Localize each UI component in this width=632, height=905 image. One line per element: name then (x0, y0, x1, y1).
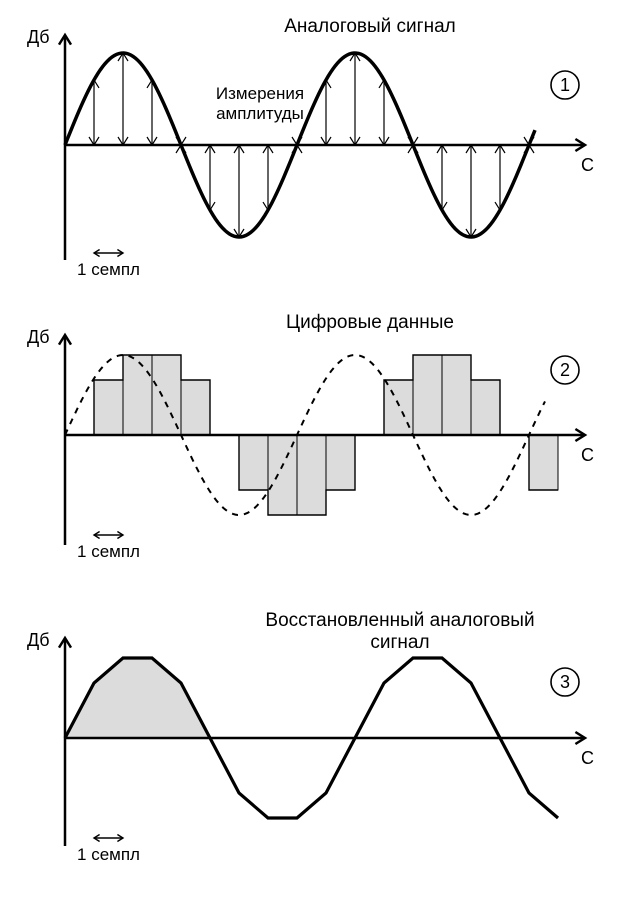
svg-text:3: 3 (560, 672, 570, 692)
svg-text:1 семпл: 1 семпл (77, 542, 140, 561)
svg-text:2: 2 (560, 360, 570, 380)
panel-2: Цифровые данные Дб С 1 семпл 2 (27, 312, 594, 561)
svg-text:1 семпл: 1 семпл (77, 260, 140, 279)
svg-text:Дб: Дб (27, 630, 50, 650)
svg-text:Дб: Дб (27, 27, 50, 47)
svg-text:Измеренияамплитуды: Измеренияамплитуды (216, 84, 304, 123)
diagram-page: Аналоговый сигнал Измеренияамплитуды Дб С 1 … (0, 0, 632, 900)
svg-text:Восстановленный аналоговыйсигн: Восстановленный аналоговыйсигнал (265, 610, 534, 653)
svg-text:1: 1 (560, 75, 570, 95)
diagram-svg: Аналоговый сигнал Измеренияамплитуды Дб С 1 … (0, 0, 632, 900)
svg-text:Аналоговый сигнал: Аналоговый сигнал (284, 16, 456, 37)
panel-3: Восстановленный аналоговыйсигнал Дб С 1 сем… (27, 610, 594, 864)
svg-text:Цифровые данные: Цифровые данные (286, 312, 454, 333)
svg-text:Дб: Дб (27, 327, 50, 347)
panel-1: Аналоговый сигнал Измеренияамплитуды Дб С 1 … (27, 16, 594, 279)
svg-text:С: С (581, 155, 594, 175)
svg-text:С: С (581, 445, 594, 465)
svg-text:1 семпл: 1 семпл (77, 845, 140, 864)
svg-text:С: С (581, 748, 594, 768)
